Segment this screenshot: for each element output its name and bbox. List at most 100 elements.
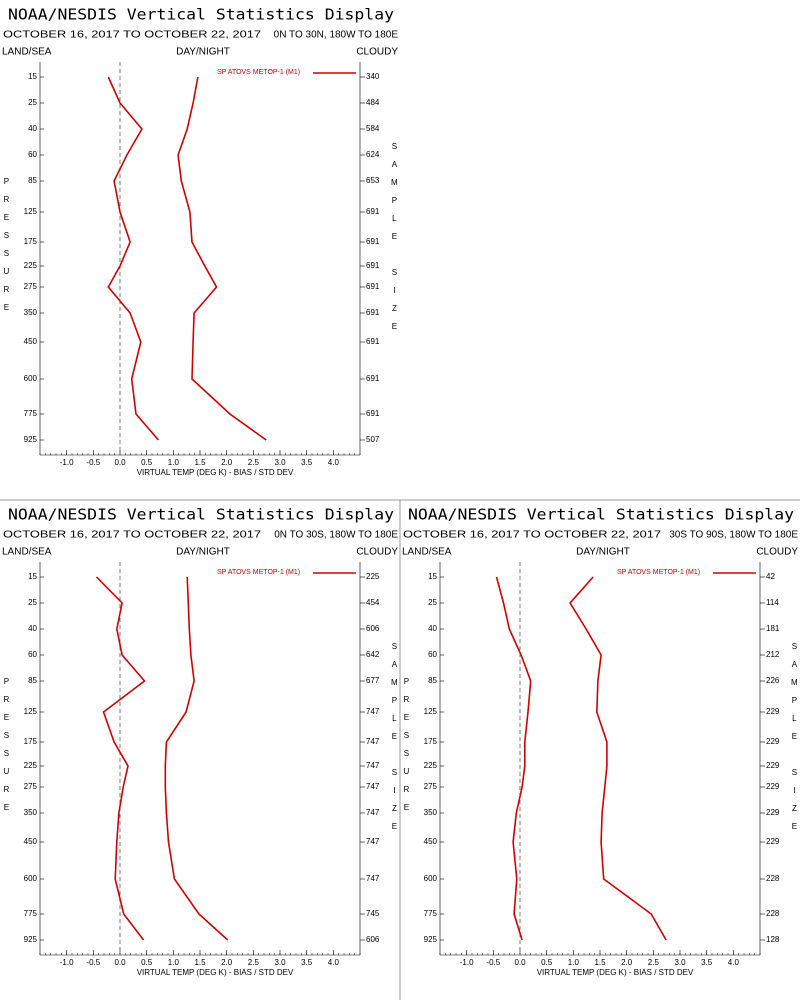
bias-line (95, 576, 146, 941)
pressure-label: 25 (428, 598, 437, 607)
pressure-label: 925 (424, 935, 438, 944)
pressure-label: 175 (24, 737, 38, 746)
x-tick-label: 0.5 (141, 458, 153, 467)
pressure-label: 40 (428, 624, 437, 633)
x-tick-label: -1.0 (460, 958, 474, 967)
std-dev-line (569, 576, 667, 941)
pressure-label: 775 (24, 909, 38, 918)
pressure-label: 25 (28, 98, 37, 107)
x-tick-label: -0.5 (486, 958, 500, 967)
sample-size: 228 (766, 909, 780, 918)
legend-label: SP ATOVS METOP-1 (M1) (617, 569, 700, 576)
sample-size: 128 (766, 935, 780, 944)
pressure-label: 350 (24, 308, 38, 317)
pressure-label: 225 (24, 761, 38, 770)
pressure-label: 40 (28, 124, 37, 133)
bias-line (107, 76, 160, 441)
sample-size: 228 (766, 874, 780, 883)
day-night: DAY/NIGHT (576, 547, 630, 558)
panel-title: NOAA/NESDIS Vertical Statistics Display (8, 6, 394, 24)
sample-size: 42 (766, 572, 775, 581)
date-range: OCTOBER 16, 2017 TO OCTOBER 22, 2017 (3, 530, 262, 541)
x-tick-label: 4.0 (728, 958, 740, 967)
x-tick-label: 1.5 (194, 458, 206, 467)
x-tick-label: 1.0 (568, 958, 580, 967)
sample-size: 229 (766, 737, 780, 746)
pressure-label: 125 (424, 707, 438, 716)
x-tick-label: -0.5 (86, 458, 100, 467)
pressure-label: 225 (24, 261, 38, 270)
pressure-label: 125 (24, 707, 38, 716)
sample-size: 747 (366, 808, 380, 817)
x-tick-label: 1.5 (594, 958, 606, 967)
pressure-label: 85 (28, 676, 37, 685)
sample-size: 484 (366, 98, 380, 107)
sample-size: 747 (366, 761, 380, 770)
sample-size: 642 (366, 650, 380, 659)
date-range: OCTOBER 16, 2017 TO OCTOBER 22, 2017 (403, 530, 662, 541)
x-tick-label: 3.5 (701, 958, 713, 967)
sample-size: 691 (366, 374, 380, 383)
day-night: DAY/NIGHT (176, 547, 230, 558)
x-tick-label: -0.5 (86, 958, 100, 967)
date-range: OCTOBER 16, 2017 TO OCTOBER 22, 2017 (3, 30, 262, 41)
x-tick-label: 0.0 (514, 958, 526, 967)
pressure-label: 275 (24, 282, 38, 291)
pressure-label: 350 (24, 808, 38, 817)
y2-axis-label: SAMPLE SIZE (390, 142, 399, 340)
sample-size: 229 (766, 808, 780, 817)
y-axis-label: PRESSURE (2, 177, 11, 321)
pressure-label: 15 (28, 72, 37, 81)
region: 0N TO 30N, 180W TO 180E (274, 30, 399, 41)
y2-axis-label: SAMPLE SIZE (390, 642, 399, 840)
sample-size: 691 (366, 237, 380, 246)
sample-size: 225 (366, 572, 380, 581)
pressure-label: 25 (28, 598, 37, 607)
pressure-label: 600 (24, 874, 38, 883)
panel: NOAA/NESDIS Vertical Statistics Display O… (2, 6, 399, 478)
x-axis-label: VIRTUAL TEMP (DEG K) - BIAS / STD DEV (137, 468, 294, 477)
x-tick-label: 2.0 (621, 958, 633, 967)
sample-size: 229 (766, 761, 780, 770)
x-tick-label: 0.0 (114, 958, 126, 967)
x-tick-label: 3.5 (301, 458, 313, 467)
sample-size: 677 (366, 676, 380, 685)
legend-label: SP ATOVS METOP-1 (M1) (217, 69, 300, 76)
sample-size: 584 (366, 124, 380, 133)
pressure-label: 125 (24, 207, 38, 216)
x-tick-label: 3.0 (274, 958, 286, 967)
x-tick-label: 3.5 (301, 958, 313, 967)
pressure-label: 775 (24, 409, 38, 418)
x-tick-label: 4.0 (328, 958, 340, 967)
day-night: DAY/NIGHT (176, 47, 230, 58)
sample-size: 624 (366, 150, 380, 159)
land-sea: LAND/SEA (2, 547, 52, 558)
x-tick-label: 2.5 (648, 958, 660, 967)
pressure-label: 40 (28, 624, 37, 633)
x-tick-label: 1.0 (168, 958, 180, 967)
pressure-label: 85 (428, 676, 437, 685)
x-tick-label: 3.0 (274, 458, 286, 467)
std-dev-line (164, 576, 229, 941)
pressure-label: 275 (24, 782, 38, 791)
x-axis-label: VIRTUAL TEMP (DEG K) - BIAS / STD DEV (537, 968, 694, 977)
sample-size: 691 (366, 207, 380, 216)
x-tick-label: -1.0 (60, 958, 74, 967)
sample-size: 745 (366, 909, 380, 918)
sample-size: 229 (766, 707, 780, 716)
sample-size: 653 (366, 176, 380, 185)
sample-size: 606 (366, 624, 380, 633)
sample-size: 747 (366, 737, 380, 746)
pressure-label: 60 (428, 650, 437, 659)
x-tick-label: 3.0 (674, 958, 686, 967)
x-tick-label: 1.5 (194, 958, 206, 967)
sample-size: 691 (366, 308, 380, 317)
region: 0N TO 30S, 180W TO 180E (274, 530, 398, 541)
x-tick-label: 2.0 (221, 958, 233, 967)
sample-size: 507 (366, 435, 380, 444)
region: 30S TO 90S, 180W TO 180E (669, 530, 798, 541)
pressure-label: 225 (424, 761, 438, 770)
pressure-label: 925 (24, 435, 38, 444)
